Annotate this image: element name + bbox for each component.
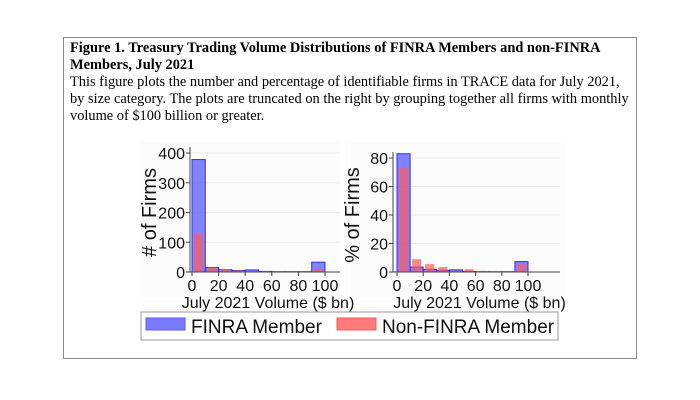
y-tick-label: 100 [158,235,185,252]
bar-non-finra-member [313,269,324,272]
y-tick-label: 200 [158,206,185,223]
bar-non-finra-member [425,264,435,272]
x-tick-label: 20 [210,278,228,295]
x-tick-label: 80 [493,278,511,295]
y-tick-label: 40 [370,208,388,225]
y-tick-label: 20 [370,237,388,254]
figure-caption: Figure 1. Treasury Trading Volume Distri… [70,40,635,125]
figure-description: This figure plots the number and percent… [70,74,629,124]
x-tick-label: 80 [290,278,308,295]
x-axis-label: July 2021 Volume ($ bn) [393,295,566,312]
x-tick-label: 60 [467,278,485,295]
legend-swatch-non-finra [336,317,377,331]
figure-frame [63,37,637,359]
bar-non-finra-member [464,269,474,272]
x-tick-label: 40 [236,278,254,295]
y-tick-label: 400 [158,146,185,163]
x-tick-label: 40 [441,278,459,295]
legend-label: Non-FINRA Member [382,317,555,338]
bar-non-finra-member [412,259,422,272]
y-tick-label: 0 [176,265,185,282]
bar-non-finra-member [207,267,217,272]
bar-non-finra-member [233,270,244,272]
y-tick-label: 60 [370,180,388,197]
legend-swatch-finra [145,317,186,331]
x-tick-label: 60 [263,278,281,295]
y-tick-label: 300 [158,176,185,193]
x-tick-label: 100 [312,278,339,295]
bar-non-finra-member [516,264,527,272]
bar-non-finra-member [451,270,461,272]
bar-non-finra-member [477,270,487,272]
x-tick-label: 20 [414,278,432,295]
bar-non-finra-member [398,167,409,272]
y-axis-label: % of Firms [342,167,364,263]
bar-non-finra-member [193,233,204,272]
x-tick-label: 100 [515,278,542,295]
y-tick-label: 0 [379,265,388,282]
legend-label: FINRA Member [191,317,323,338]
y-tick-label: 80 [370,151,388,168]
figure-title: Figure 1. Treasury Trading Volume Distri… [70,40,600,73]
bar-non-finra-member [438,267,448,272]
bar-non-finra-member [220,269,230,272]
y-axis-label: # of Firms [139,168,161,257]
x-tick-label: 0 [188,278,197,295]
x-axis-label: July 2021 Volume ($ bn) [182,295,355,312]
x-tick-label: 0 [393,278,402,295]
